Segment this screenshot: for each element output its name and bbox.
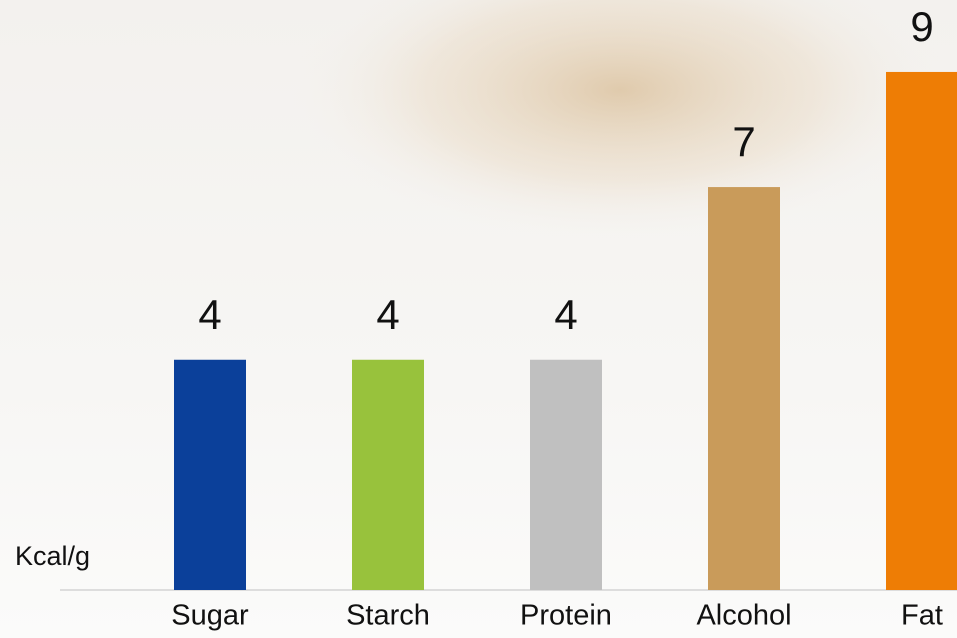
bar — [708, 187, 780, 590]
value-label: 4 — [554, 291, 577, 338]
x-tick-label: Alcohol — [696, 600, 791, 632]
value-label: 7 — [732, 118, 755, 165]
value-label: 4 — [376, 291, 399, 338]
bar — [352, 359, 424, 590]
bar — [530, 359, 602, 590]
bar — [886, 71, 957, 590]
background-cloud — [290, 0, 950, 240]
y-axis-label: Kcal/g — [15, 541, 90, 571]
value-label: 9 — [910, 3, 933, 50]
value-label: 4 — [198, 291, 221, 338]
x-tick-label: Protein — [520, 600, 612, 632]
x-tick-label: Fat — [901, 600, 943, 632]
bar — [174, 359, 246, 590]
x-tick-label: Starch — [346, 600, 430, 632]
x-tick-label: Sugar — [171, 600, 249, 632]
